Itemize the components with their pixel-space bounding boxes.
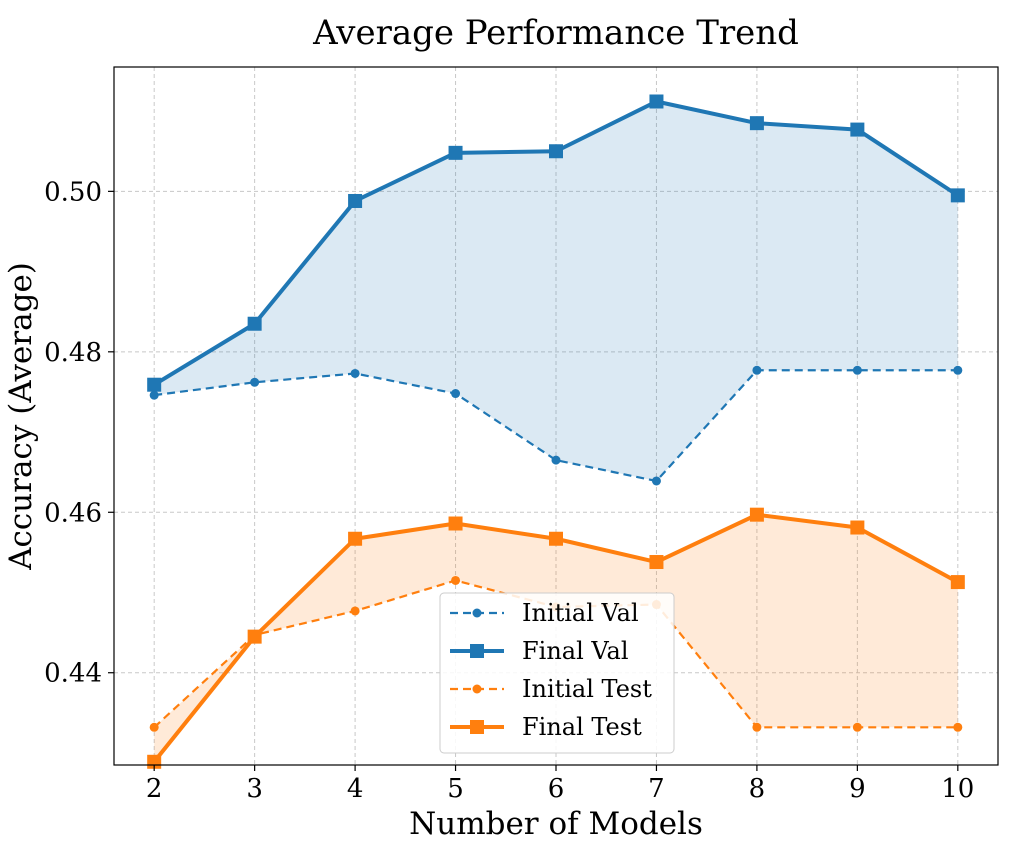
point-initial-test bbox=[350, 606, 360, 616]
legend-marker-initial-val bbox=[472, 608, 482, 618]
point-final-val bbox=[549, 144, 563, 159]
x-tick-label: 9 bbox=[849, 774, 866, 804]
point-initial-val bbox=[551, 455, 561, 465]
point-final-test bbox=[348, 531, 363, 546]
x-tick-label: 8 bbox=[749, 774, 766, 804]
point-final-val bbox=[348, 193, 363, 208]
x-tick-label: 3 bbox=[246, 774, 263, 804]
point-final-test bbox=[549, 531, 563, 546]
point-initial-test bbox=[752, 722, 762, 732]
point-final-val bbox=[147, 377, 162, 392]
point-final-val bbox=[749, 116, 764, 131]
y-axis-label: Accuracy (Average) bbox=[3, 262, 39, 571]
y-tick-label: 0.46 bbox=[44, 498, 102, 528]
point-initial-val bbox=[752, 365, 762, 375]
point-final-test bbox=[247, 629, 262, 644]
x-tick-label: 5 bbox=[447, 774, 464, 804]
fill-initial-val-final-val bbox=[154, 101, 958, 481]
point-final-val bbox=[649, 94, 664, 109]
x-tick-label: 7 bbox=[648, 774, 665, 804]
x-tick-label: 10 bbox=[941, 774, 974, 804]
legend-label-initial-val: Initial Val bbox=[522, 599, 639, 627]
point-initial-val bbox=[149, 390, 159, 400]
x-tick-label: 2 bbox=[146, 774, 163, 804]
fill-initial-test-final-test bbox=[154, 514, 958, 762]
legend-label-initial-test: Initial Test bbox=[522, 675, 652, 703]
x-axis-ticks: 2 3 4 5 6 7 8 9 10 bbox=[146, 765, 974, 804]
point-final-val bbox=[850, 122, 865, 137]
point-initial-test bbox=[953, 722, 963, 732]
point-initial-test bbox=[852, 722, 862, 732]
legend: Initial Val Final Val Initial Test Final Te… bbox=[439, 592, 675, 754]
point-final-test bbox=[649, 555, 664, 570]
point-initial-val bbox=[350, 368, 360, 378]
point-initial-test bbox=[149, 722, 159, 732]
legend-label-final-test: Final Test bbox=[522, 713, 642, 741]
point-final-test bbox=[448, 516, 463, 531]
legend-marker-initial-test bbox=[472, 684, 482, 694]
y-tick-label: 0.44 bbox=[44, 659, 102, 689]
legend-box bbox=[439, 592, 675, 754]
x-axis-label: Number of Models bbox=[409, 806, 703, 842]
point-initial-val bbox=[451, 389, 461, 399]
point-final-val bbox=[950, 188, 965, 203]
point-initial-val bbox=[852, 365, 862, 375]
legend-marker-final-val bbox=[470, 644, 484, 658]
point-initial-val bbox=[651, 476, 661, 486]
fill-areas bbox=[154, 101, 958, 762]
x-tick-label: 6 bbox=[548, 774, 565, 804]
x-tick-label: 4 bbox=[347, 774, 364, 804]
point-initial-val bbox=[953, 365, 963, 375]
legend-marker-final-test bbox=[470, 720, 484, 734]
legend-label-final-val: Final Val bbox=[522, 637, 629, 665]
point-final-val bbox=[448, 145, 463, 160]
point-final-test bbox=[950, 575, 965, 590]
point-final-test bbox=[850, 520, 865, 535]
chart-title: Average Performance Trend bbox=[312, 13, 799, 53]
y-tick-label: 0.50 bbox=[44, 177, 102, 207]
point-final-val bbox=[247, 316, 262, 331]
point-initial-test bbox=[451, 575, 461, 585]
y-tick-label: 0.48 bbox=[44, 338, 102, 368]
line-initial-val bbox=[154, 369, 958, 483]
series-markers bbox=[147, 94, 965, 769]
point-final-test bbox=[749, 507, 764, 522]
point-initial-val bbox=[250, 377, 260, 387]
y-axis-ticks: 0.44 0.46 0.48 0.50 bbox=[44, 177, 114, 689]
